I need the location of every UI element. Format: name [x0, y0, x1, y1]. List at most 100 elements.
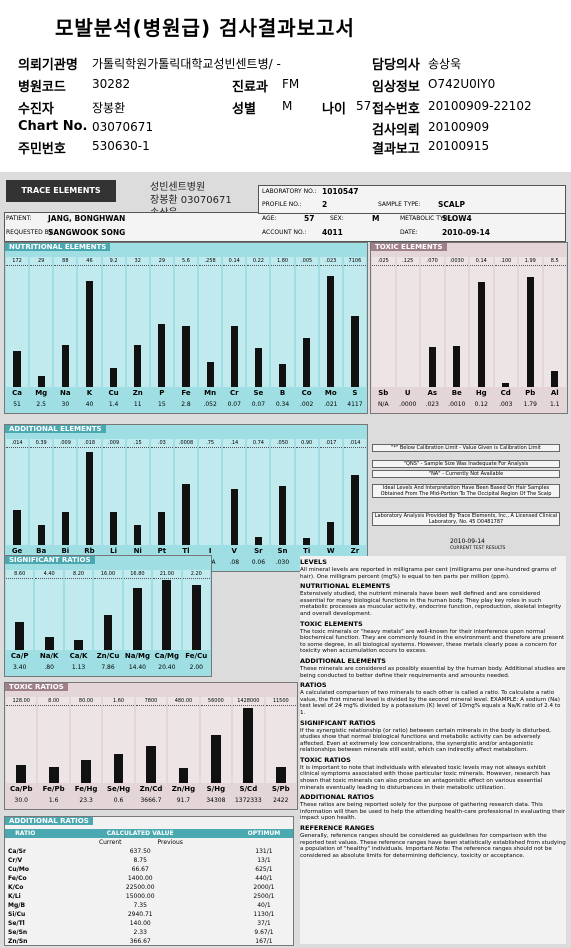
field-label: SAMPLE TYPE: — [378, 201, 421, 208]
bar — [351, 475, 359, 545]
field-value: 4011 — [322, 228, 343, 237]
field-label: 진료과 — [232, 80, 268, 95]
section-body: Generally, reference ranges should be co… — [300, 833, 566, 859]
item-value: .003 — [499, 401, 513, 408]
item-name: I — [208, 547, 212, 555]
grid-line — [372, 265, 395, 266]
column — [271, 257, 294, 387]
grid-line — [153, 578, 181, 579]
item-value: 2.8 — [181, 401, 191, 408]
field-value: 1010547 — [322, 187, 359, 196]
item-name: Ba — [36, 547, 47, 555]
grid-line — [519, 265, 542, 266]
bar — [254, 348, 262, 387]
item-value: 1.4 — [108, 401, 119, 408]
bar — [351, 316, 359, 387]
top-tick: 7800 — [144, 698, 158, 704]
top-tick: 29 — [158, 258, 166, 264]
table-cell: 1400.00 — [127, 875, 153, 882]
item-name: Ca/P — [10, 652, 29, 660]
item-name: Zn — [132, 389, 143, 397]
text-section: TOXIC RATIOS It is important to note that… — [300, 756, 566, 791]
item-name: As — [427, 389, 438, 397]
item-value: 30.0 — [14, 797, 28, 804]
field-label: SEX: — [330, 215, 344, 222]
bar — [37, 524, 45, 545]
field-value: O742U0IY0 — [428, 77, 496, 91]
item-name: P — [159, 389, 165, 397]
item-name: Ca/Pb — [9, 785, 33, 793]
field-label: 주민번호 — [18, 142, 66, 157]
column — [150, 257, 173, 387]
table-cell: 1130/1 — [253, 911, 275, 918]
field-value: 송상욱 — [428, 57, 462, 71]
section-heading: TOXIC ELEMENTS — [300, 619, 363, 628]
column — [543, 257, 566, 387]
table-cell: 637.50 — [129, 848, 151, 855]
table-cell: 9.67/1 — [254, 929, 274, 936]
grid-line — [6, 265, 29, 266]
top-tick: 0.39 — [35, 440, 47, 446]
column — [174, 257, 198, 387]
section-heading: LEVELS — [300, 558, 327, 566]
table-row: Cu/Mo 66.67 625/1 — [5, 865, 293, 874]
field-value: 장봉환 — [92, 101, 126, 115]
section-heading: REFERENCE RANGES — [300, 824, 375, 833]
item-value: .08 — [229, 559, 240, 566]
column — [35, 570, 63, 650]
column — [396, 257, 419, 387]
section-heading: RATIOS — [300, 681, 327, 690]
item-name: Zn/Hg — [171, 785, 196, 793]
field-value: 2010-09-14 — [442, 228, 490, 237]
item-name: B — [279, 389, 286, 397]
field-label: PROFILE NO.: — [262, 201, 302, 208]
grid-line — [174, 447, 198, 448]
item-name: Ge — [11, 547, 23, 555]
table-cell: 7.35 — [133, 902, 147, 909]
field-value: SCALP — [438, 200, 465, 209]
table-cell: 8.75 — [133, 857, 147, 864]
grid-line — [343, 265, 366, 266]
grid-line — [38, 705, 69, 706]
item-name: Fe/Cu — [185, 652, 208, 660]
top-tick: 5.6 — [182, 258, 190, 264]
bar — [191, 584, 201, 650]
legend-note: "*" Below Calibration Limit - Value Give… — [372, 444, 560, 452]
table-cell: 40/1 — [257, 902, 271, 909]
field-label: 나이 — [322, 102, 346, 117]
grid-line — [135, 705, 167, 706]
column — [126, 439, 149, 545]
table-cell: Se/Tl — [8, 920, 25, 927]
table-cell: Mg/B — [8, 902, 26, 909]
top-tick: 8.20 — [72, 571, 85, 577]
column — [64, 570, 93, 650]
item-name: Cu — [108, 389, 119, 397]
grid-line — [271, 447, 294, 448]
bar — [182, 326, 190, 387]
grid-line — [168, 705, 199, 706]
grid-line — [150, 447, 173, 448]
top-tick: .025 — [377, 258, 389, 264]
grid-line — [319, 265, 342, 266]
item-value: 0.07 — [251, 401, 266, 408]
top-tick: 1.80 — [276, 258, 289, 264]
text-section: ADDITIONAL RATIOS These ratios are being … — [300, 793, 566, 822]
bar — [16, 764, 27, 783]
top-tick: .014 — [349, 440, 361, 446]
grid-line — [247, 265, 270, 266]
legend-box: "*" Below Calibration Limit - Value Give… — [372, 428, 562, 552]
item-name: Zn/Cd — [139, 785, 163, 793]
cell: Current Previous — [46, 838, 235, 847]
section-body: The toxic minerals or "heavy metals" are… — [300, 628, 565, 655]
top-tick: .050 — [276, 440, 289, 446]
bar — [303, 538, 311, 545]
top-tick: 0.90 — [301, 440, 313, 446]
chart-toxic_ratios: TOXIC RATIOS 128.00 Ca/Pb 30.0 8.00 Fe/Pb 1.6 8… — [4, 682, 298, 810]
handwriting: 성빈센트병원 — [150, 182, 206, 193]
column — [102, 439, 125, 545]
bar — [182, 483, 190, 545]
bar — [526, 277, 534, 387]
section-body: A calculated comparison of two minerals … — [300, 690, 561, 716]
table-cell: Ca/Sr — [8, 848, 26, 855]
top-tick: 128.00 — [12, 698, 30, 704]
